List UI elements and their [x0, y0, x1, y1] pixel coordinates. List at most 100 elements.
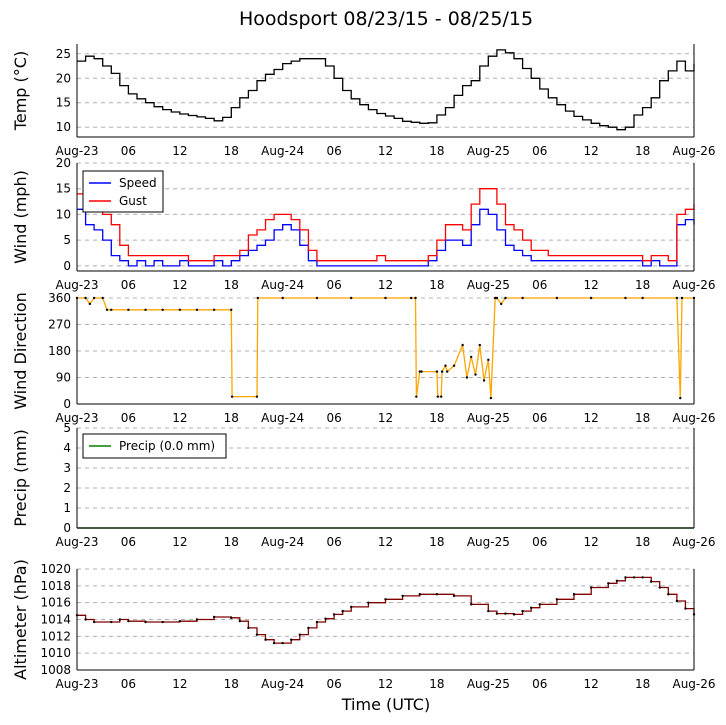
precip-y-tick-label: 3: [63, 461, 71, 475]
direction-y-axis-label: Wind Direction: [11, 292, 30, 410]
altimeter-y-tick-label: 1016: [40, 596, 71, 610]
wind-x-tick-label: 18: [635, 278, 650, 292]
direction-data-point: [230, 308, 233, 311]
direction-data-point: [461, 343, 464, 347]
altimeter-data-point: [264, 638, 267, 641]
direction-x-tick-label: 18: [635, 411, 650, 425]
altimeter-data-point: [649, 580, 653, 583]
precip-x-tick-label: 18: [635, 535, 650, 549]
wind-x-tick-label: 12: [172, 278, 187, 292]
wind-x-tick-label: 06: [121, 278, 136, 292]
altimeter-data-point: [332, 613, 336, 616]
precip-x-tick-label: Aug-26: [672, 535, 715, 549]
wind-x-tick-label: Aug-23: [55, 278, 98, 292]
chart-title: Hoodsport 08/23/15 - 08/25/15: [239, 8, 533, 30]
altimeter-y-tick-label: 1020: [40, 562, 71, 576]
altimeter-data-point: [212, 615, 216, 619]
altimeter-panel: 1008 1010 1012 1014 1016 1018 1020 Aug-23 06 12 18…: [11, 559, 716, 691]
direction-data-point: [255, 395, 259, 398]
direction-data-point: [415, 395, 418, 398]
precip-legend-box: [82, 433, 227, 459]
altimeter-data-point: [418, 593, 421, 596]
precip-y-tick-label: 2: [63, 481, 71, 495]
wind-y-tick-label: 5: [63, 233, 71, 247]
temp-x-tick-label: 12: [378, 144, 393, 158]
direction-data-point: [482, 379, 486, 382]
direction-data-point: [101, 296, 104, 300]
altimeter-x-tick-label: 18: [224, 677, 239, 691]
direction-data-point: [281, 296, 284, 300]
altimeter-data-point: [92, 620, 96, 624]
direction-data-point: [84, 296, 87, 300]
altimeter-data-point: [238, 619, 242, 623]
direction-x-tick-label: Aug-26: [672, 411, 715, 425]
altimeter-data-point: [555, 598, 559, 601]
direction-data-point: [680, 296, 684, 300]
wind-y-tick-label: 10: [56, 207, 71, 221]
altimeter-data-point: [307, 626, 310, 630]
altimeter-data-point: [667, 593, 670, 596]
temp-x-tick-label: 06: [532, 144, 547, 158]
precip-x-tick-label: 12: [378, 535, 393, 549]
direction-y-tick-label: 360: [48, 291, 71, 305]
altimeter-data-point: [247, 626, 250, 630]
wind-y-axis-label: Wind (mph): [11, 170, 30, 264]
altimeter-data-point: [607, 582, 610, 585]
wind-x-tick-label: Aug-26: [672, 278, 715, 292]
altimeter-data-point: [452, 594, 456, 598]
wind-y-tick-label: 15: [56, 182, 71, 196]
direction-data-point: [521, 296, 524, 300]
altimeter-data-point: [281, 641, 284, 645]
altimeter-x-tick-label: 06: [326, 677, 341, 691]
direction-data-point: [418, 370, 421, 373]
direction-data-point: [675, 296, 679, 300]
direction-data-point: [315, 296, 319, 300]
wind-x-tick-label: 18: [224, 278, 239, 292]
altimeter-data-point: [255, 633, 259, 636]
direction-data-point: [504, 296, 507, 300]
precip-x-tick-label: 18: [429, 535, 444, 549]
temp-y-tick-label: 20: [56, 71, 71, 85]
wind-x-tick-label: 06: [326, 278, 341, 292]
direction-data-point: [487, 358, 490, 362]
altimeter-data-point: [512, 613, 516, 616]
altimeter-data-point: [684, 607, 687, 610]
direction-data-point: [420, 370, 423, 373]
direction-data-point: [178, 308, 182, 311]
precip-legend-label: Precip (0.0 mm): [119, 439, 215, 453]
direction-data-point: [446, 370, 449, 373]
precip-x-tick-label: 06: [121, 535, 136, 549]
altimeter-data-point: [529, 606, 533, 609]
direction-data-point: [444, 364, 447, 367]
wind-x-tick-label: Aug-24: [261, 278, 304, 292]
x-axis-label: Time (UTC): [341, 695, 430, 714]
direction-data-point: [465, 376, 469, 379]
precip-x-tick-label: 12: [584, 535, 599, 549]
direction-data-point: [110, 308, 113, 311]
altimeter-data-point: [632, 576, 636, 579]
altimeter-data-point: [624, 576, 627, 579]
temp-x-tick-label: 18: [224, 144, 239, 158]
wind-x-tick-label: 12: [584, 278, 599, 292]
altimeter-data-point: [658, 586, 661, 589]
direction-data-point: [493, 296, 497, 300]
direction-data-point: [161, 308, 164, 311]
temp-series-temp-line: [77, 49, 695, 131]
altimeter-x-tick-label: Aug-25: [467, 677, 510, 691]
altimeter-x-tick-label: 18: [635, 677, 650, 691]
direction-data-point: [195, 308, 199, 311]
altimeter-data-point: [435, 593, 439, 596]
direction-data-point: [452, 364, 456, 367]
temp-x-tick-label: Aug-23: [55, 144, 98, 158]
direction-data-point: [230, 395, 234, 398]
temp-x-tick-label: 12: [172, 144, 187, 158]
altimeter-data-point: [495, 612, 499, 615]
temp-x-tick-label: Aug-26: [672, 144, 715, 158]
direction-data-point: [589, 296, 593, 300]
temp-panel: 10 15 20 25 Aug-23 06 12 18 Aug-24 06 12 18 Aug-25 06…: [11, 44, 716, 158]
direction-data-point: [435, 370, 439, 373]
direction-y-tick-label: 0: [63, 397, 71, 411]
wind-series-gust-line: [77, 188, 695, 262]
direction-y-tick-label: 270: [48, 318, 71, 332]
